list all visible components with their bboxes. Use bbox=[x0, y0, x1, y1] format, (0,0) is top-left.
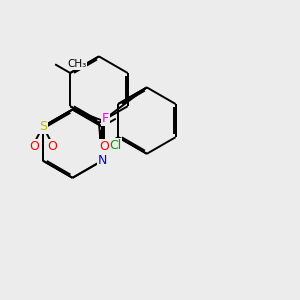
Text: F: F bbox=[102, 112, 109, 125]
Text: S: S bbox=[39, 120, 47, 133]
Text: Cl: Cl bbox=[109, 139, 122, 152]
Text: O: O bbox=[99, 140, 109, 153]
Text: O: O bbox=[47, 140, 57, 153]
Text: N: N bbox=[98, 154, 107, 167]
Text: CH₃: CH₃ bbox=[67, 59, 86, 69]
Text: O: O bbox=[29, 140, 39, 153]
